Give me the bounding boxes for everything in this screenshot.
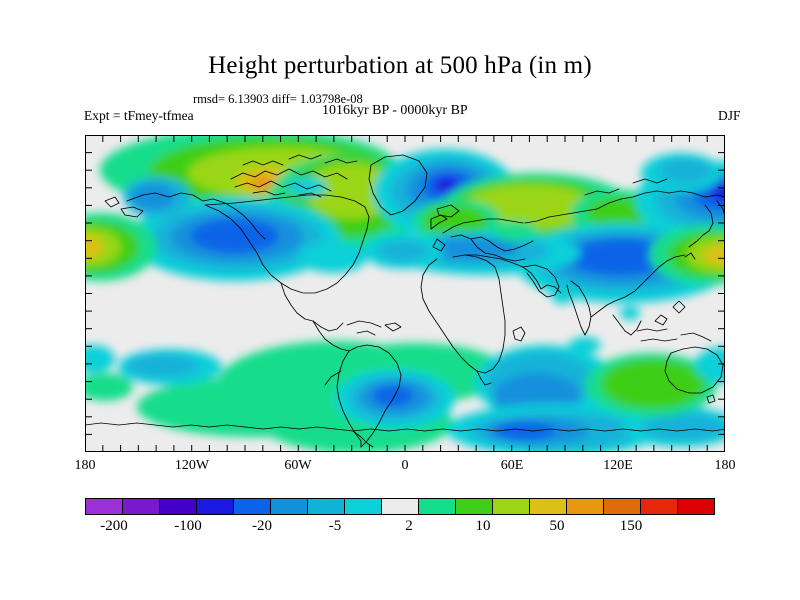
colorbar-swatch-15 <box>641 499 678 514</box>
xtick-label-60w: 60W <box>284 458 312 473</box>
colorbar-swatch-5 <box>271 499 308 514</box>
xtick-label-60e: 60E <box>500 458 524 473</box>
colorbar-swatch-0 <box>86 499 123 514</box>
colorbar-swatch-6 <box>308 499 345 514</box>
experiment-label: Expt = tFmey-tfmea <box>84 108 194 123</box>
xtick-label-180e: 180 <box>714 458 736 473</box>
colorbar-swatch-14 <box>604 499 641 514</box>
season-label: DJF <box>718 108 741 123</box>
colorbar-swatch-2 <box>160 499 197 514</box>
colorbar-swatch-7 <box>345 499 382 514</box>
colorbar-swatch-8 <box>382 499 419 514</box>
anomaly-heatmap <box>85 135 725 452</box>
colorbar-tick-150: 150 <box>619 518 643 534</box>
colorbar-swatch-12 <box>530 499 567 514</box>
xtick-label-0: 0 <box>401 458 409 473</box>
period-annotation: 1016kyr BP - 0000kyr BP <box>322 103 468 118</box>
colorbar-tick--200: -200 <box>100 518 128 534</box>
colorbar-swatch-3 <box>197 499 234 514</box>
colorbar-tick-50: 50 <box>549 518 565 534</box>
page-title: Height perturbation at 500 hPa (in m) <box>208 52 592 79</box>
rmsd-annotation: rmsd= 6.13903 diff= 1.03798e-08 <box>193 92 363 106</box>
colorbar-swatch-1 <box>123 499 160 514</box>
colorbar-tick-2: 2 <box>405 518 413 534</box>
colorbar-tick--20: -20 <box>252 518 272 534</box>
map-plot-area <box>85 135 725 452</box>
colorbar-tick-10: 10 <box>475 518 491 534</box>
xtick-label-120e: 120E <box>603 458 633 473</box>
colorbar-tick--5: -5 <box>328 518 342 534</box>
colorbar <box>85 498 715 515</box>
colorbar-swatch-4 <box>234 499 271 514</box>
colorbar-swatch-9 <box>419 499 456 514</box>
colorbar-tick--100: -100 <box>174 518 202 534</box>
colorbar-swatch-11 <box>493 499 530 514</box>
xtick-label-120w: 120W <box>174 458 210 473</box>
axis-ticks <box>85 135 725 452</box>
colorbar-swatch-16 <box>678 499 714 514</box>
colorbar-swatch-10 <box>456 499 493 514</box>
colorbar-swatch-13 <box>567 499 604 514</box>
contour-fills <box>85 135 725 452</box>
xtick-label-180w: 180 <box>74 458 96 473</box>
